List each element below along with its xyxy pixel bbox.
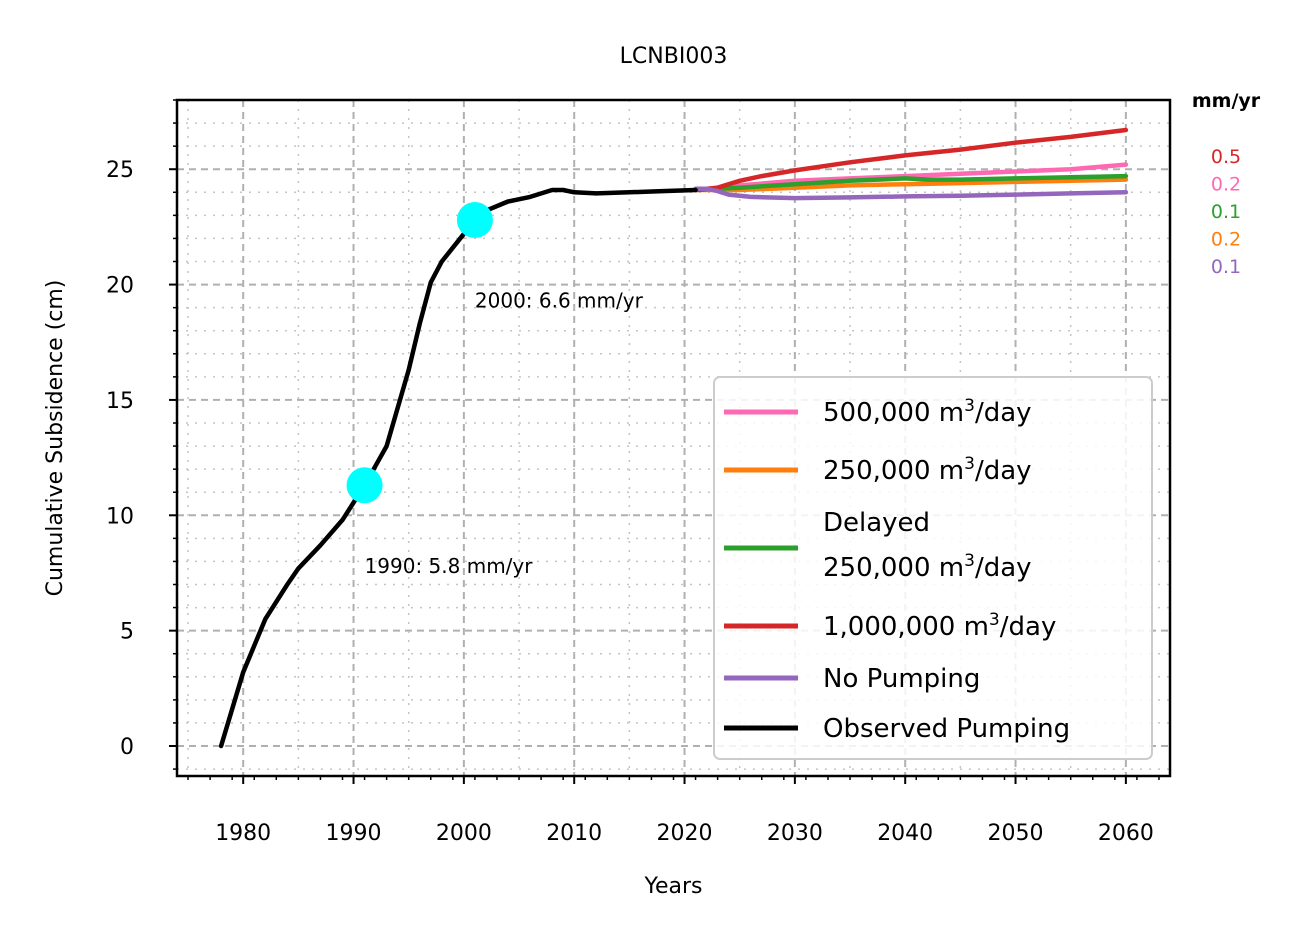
legend-label-no-pumping: No Pumping xyxy=(823,664,980,694)
x-tick-label: 2040 xyxy=(877,821,933,846)
chart-title: LCNBI003 xyxy=(620,44,728,69)
legend-label-500-000-m-day: 500,000 m3/day xyxy=(823,396,1032,428)
x-tick-label: 1980 xyxy=(215,821,271,846)
rate-annotation: 2000: 6.6 mm/yr xyxy=(475,289,644,313)
ticks: 1980 1990 2000 2010 2020 2030 2040 2050 2060 0 5 10… xyxy=(106,99,1160,846)
rate-label-1-000-000-m-day: 0.5 xyxy=(1211,146,1241,168)
y-tick-label: 5 xyxy=(120,620,134,645)
rate-label-delayed-250-000-m-day: 0.1 xyxy=(1211,201,1241,223)
x-tick-label: 2050 xyxy=(988,821,1044,846)
y-tick-label: 25 xyxy=(106,158,134,183)
rates-layer: 0.5 0.2 0.1 0.2 0.1 xyxy=(1211,146,1241,278)
annotation-layer: 1990: 5.8 mm/yr 2000: 6.6 mm/yr xyxy=(365,289,644,578)
x-tick-label: 2000 xyxy=(436,821,492,846)
legend-box xyxy=(713,376,1153,760)
series-line-delayed-250-000-m-day xyxy=(693,173,1129,193)
series-line-observed-pumping xyxy=(218,187,698,749)
rate-annotation: 1990: 5.8 mm/yr xyxy=(365,554,534,578)
series-line-1-000-000-m-day xyxy=(693,127,1129,193)
series-line-no-pumping xyxy=(693,186,1129,201)
series-line-250-000-m-day xyxy=(693,177,1129,193)
legend-label-250-000-m-day: 250,000 m3/day xyxy=(823,454,1032,486)
x-axis-label: Years xyxy=(643,874,702,899)
rate-label-250-000-m-day: 0.2 xyxy=(1211,229,1241,251)
rates-header: mm/yr xyxy=(1192,90,1261,112)
rate-marker xyxy=(456,201,493,238)
rate-marker xyxy=(346,467,383,504)
y-tick-label: 15 xyxy=(106,389,134,414)
y-tick-label: 0 xyxy=(120,735,134,760)
legend: 500,000 m3/day 250,000 m3/day Delayed 250,0… xyxy=(713,376,1153,760)
y-tick-label: 10 xyxy=(106,504,134,529)
series-layer xyxy=(218,127,1129,749)
rate-label-500-000-m-day: 0.2 xyxy=(1211,174,1241,196)
series-line-500-000-m-day xyxy=(693,162,1129,193)
legend-label-line: Delayed xyxy=(823,508,930,538)
legend-label-observed-pumping: Observed Pumping xyxy=(823,714,1070,744)
x-tick-label: 2010 xyxy=(546,821,602,846)
y-axis-label: Cumulative Subsidence (cm) xyxy=(43,280,68,597)
rate-label-no-pumping: 0.1 xyxy=(1211,256,1241,278)
x-tick-label: 2020 xyxy=(657,821,713,846)
x-tick-label: 2060 xyxy=(1098,821,1154,846)
marker-layer xyxy=(346,201,493,504)
x-tick-label: 1990 xyxy=(326,821,382,846)
legend-label-1-000-000-m-day: 1,000,000 m3/day xyxy=(823,610,1056,642)
y-tick-label: 20 xyxy=(106,274,134,299)
legend-label-delayed-250-000-m-day: 250,000 m3/day xyxy=(823,551,1032,583)
x-tick-label: 2030 xyxy=(767,821,823,846)
